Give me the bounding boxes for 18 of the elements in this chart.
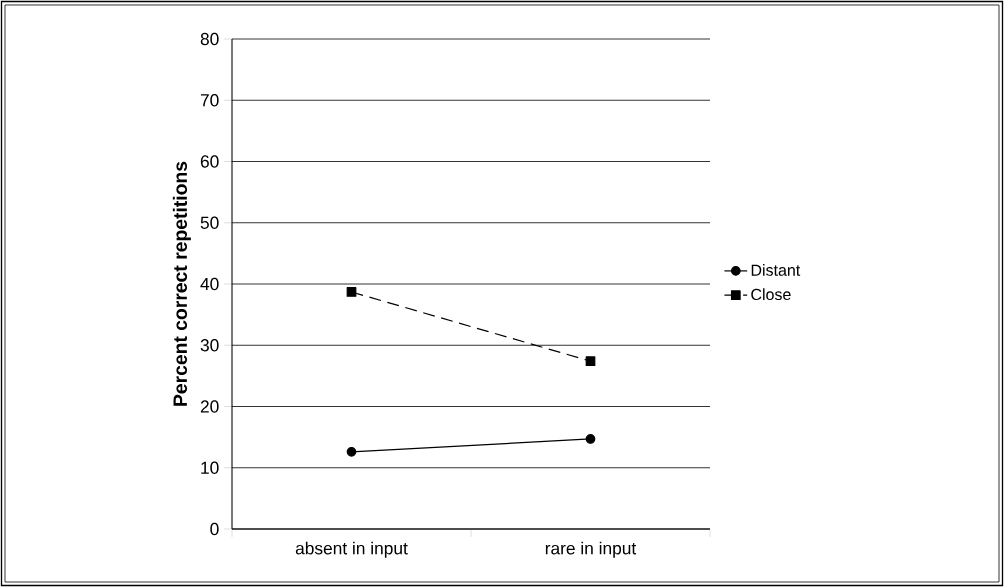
x-tick-label: rare in input xyxy=(545,541,637,558)
y-axis-title: Percent correct repetitions xyxy=(172,161,191,406)
legend-label: Close xyxy=(751,288,791,301)
y-tick-label: 20 xyxy=(200,400,219,413)
point xyxy=(346,287,357,297)
y-tick-label: 70 xyxy=(200,94,219,107)
y-tick-label: 60 xyxy=(200,155,219,168)
legend-label: Distant xyxy=(751,264,801,276)
y-tick-label: 10 xyxy=(201,461,219,474)
y-tick-label: 80 xyxy=(200,32,219,46)
point xyxy=(585,434,596,444)
point xyxy=(585,356,596,367)
y-tick-label: 50 xyxy=(200,216,219,229)
point xyxy=(346,446,357,457)
y-tick-label: 40 xyxy=(200,277,219,291)
y-tick-label: 30 xyxy=(200,339,219,352)
y-tick-label: 0 xyxy=(210,522,219,536)
x-tick-label: absent in input xyxy=(295,541,408,558)
